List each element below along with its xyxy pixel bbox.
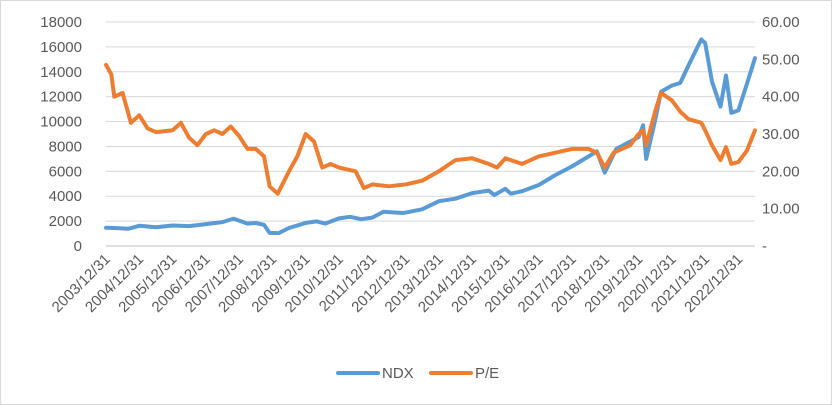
left-axis-tick-label: 6000 (49, 163, 82, 180)
left-axis-tick-label: 8000 (49, 138, 82, 155)
right-axis-tick-label: 10.00 (762, 201, 800, 218)
x-axis: 2003/12/312004/12/312005/12/312006/12/31… (49, 251, 747, 316)
legend-label-p-e: P/E (475, 365, 499, 382)
left-axis-tick-label: 2000 (49, 213, 82, 230)
right-axis-tick-label: 60.00 (762, 14, 800, 31)
series-layer (104, 37, 757, 236)
left-axis-tick-label: 0 (74, 238, 82, 255)
legend-label-ndx: NDX (382, 365, 414, 382)
left-axis-tick-label: 16000 (40, 39, 82, 56)
right-axis-tick-label: 30.00 (762, 126, 800, 143)
left-axis: 0 2000 4000 6000 8000 10000 12000 14000 16000 180… (40, 14, 82, 255)
left-axis-tick-label: 4000 (49, 188, 82, 205)
left-axis-tick-label: 10000 (40, 114, 82, 131)
gridlines (106, 21, 755, 247)
left-axis-tick-label: 12000 (40, 89, 82, 106)
series-line-ndx (104, 37, 757, 236)
right-axis-tick-label: 20.00 (762, 163, 800, 180)
right-axis-tick-label: 50.00 (762, 51, 800, 68)
right-axis: - 10.00 20.00 30.00 40.00 50.00 60.00 (762, 14, 800, 255)
left-axis-tick-label: 18000 (40, 14, 82, 31)
series-line-p-e (104, 62, 757, 196)
right-axis-tick-label: 40.00 (762, 89, 800, 106)
left-axis-tick-label: 14000 (40, 64, 82, 81)
right-axis-tick-label: - (762, 238, 767, 255)
legend: NDX P/E (336, 365, 499, 382)
